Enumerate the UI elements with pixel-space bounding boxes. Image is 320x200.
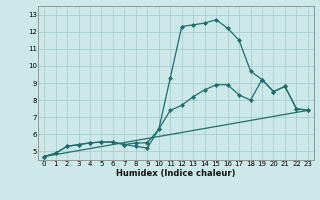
- X-axis label: Humidex (Indice chaleur): Humidex (Indice chaleur): [116, 169, 236, 178]
